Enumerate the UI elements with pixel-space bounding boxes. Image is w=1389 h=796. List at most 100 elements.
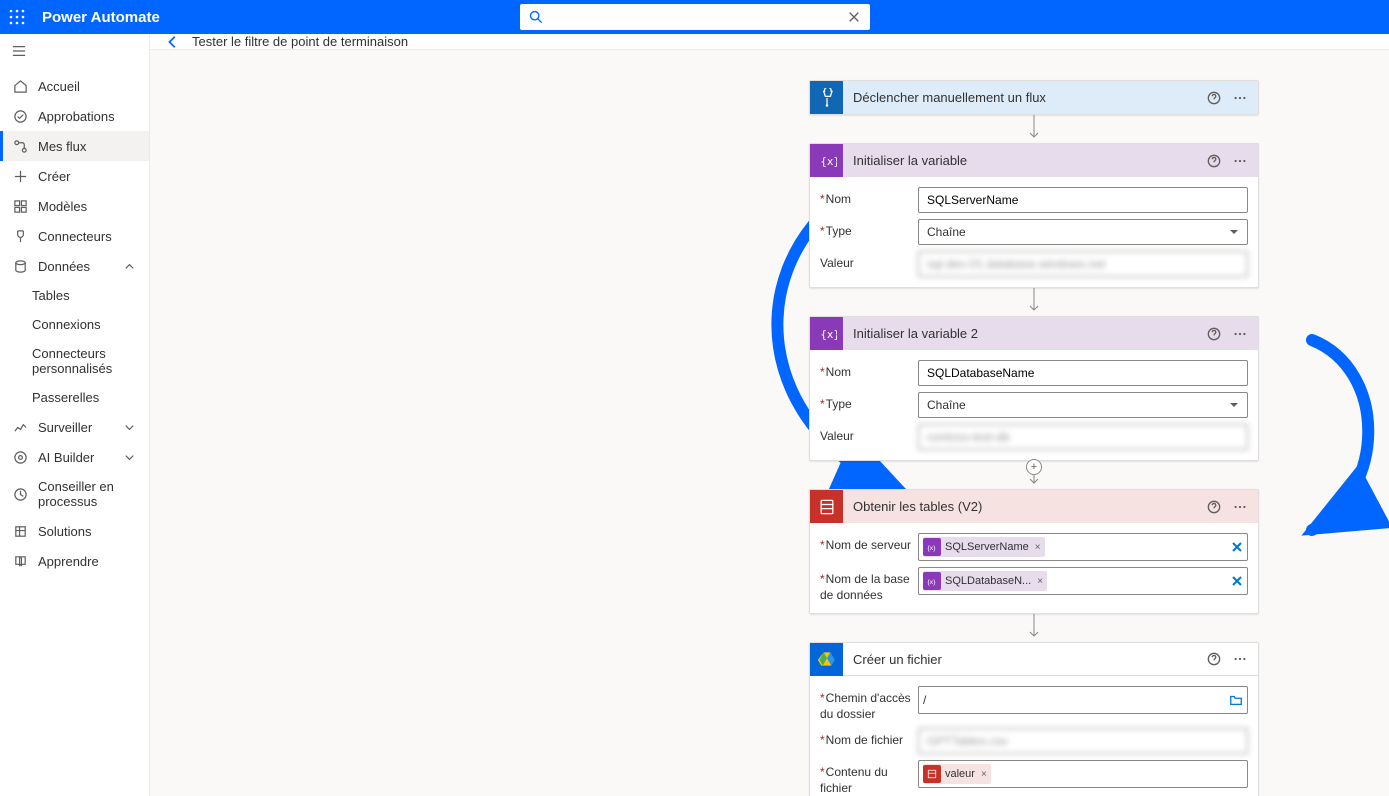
variable-icon: {x} <box>810 317 843 350</box>
sidebar-item-myflows[interactable]: Mes flux <box>0 131 149 161</box>
sidebar-item-label: Accueil <box>38 79 80 94</box>
card-title: Initialiser la variable 2 <box>853 326 1194 341</box>
sidebar-item-tables[interactable]: Tables <box>0 281 149 310</box>
drive-icon <box>810 643 843 676</box>
help-icon[interactable] <box>1204 88 1224 108</box>
sidebar-item-monitor[interactable]: Surveiller <box>0 412 149 442</box>
field-label-type: *Type <box>820 392 918 413</box>
sidebar-item-home[interactable]: Accueil <box>0 71 149 101</box>
variable-token[interactable]: {x} SQLDatabaseN... × <box>923 571 1047 591</box>
card-init-variable-1[interactable]: {x} Initialiser la variable *Nom <box>809 143 1259 288</box>
solutions-icon <box>12 523 28 539</box>
sidebar-item-process[interactable]: Conseiller en processus <box>0 472 149 516</box>
sidebar-item-connections[interactable]: Connexions <box>0 310 149 339</box>
sidebar-item-learn[interactable]: Apprendre <box>0 546 149 576</box>
sidebar-item-connectors[interactable]: Connecteurs <box>0 221 149 251</box>
card-header[interactable]: Déclencher manuellement un flux <box>810 81 1258 114</box>
sidebar-item-label: Connexions <box>32 317 101 332</box>
connector-arrow <box>1028 288 1040 316</box>
more-icon[interactable] <box>1230 649 1250 669</box>
svg-text:{x}: {x} <box>928 579 937 586</box>
token-label: valeur <box>945 768 975 780</box>
filename-input[interactable] <box>918 728 1248 754</box>
server-input[interactable]: {x} SQLServerName × <box>918 533 1248 561</box>
card-init-variable-2[interactable]: {x} Initialiser la variable 2 *Nom <box>809 316 1259 461</box>
sidebar-item-custom-connectors[interactable]: Connecteurs personnalisés <box>0 339 149 383</box>
type-select[interactable]: Chaîne <box>918 392 1248 418</box>
token-remove-icon[interactable]: × <box>1035 542 1041 553</box>
type-select[interactable]: Chaîne <box>918 219 1248 245</box>
card-body: *Nom *Type Chaîne <box>810 350 1258 460</box>
help-icon[interactable] <box>1204 151 1224 171</box>
search-icon <box>529 10 543 24</box>
help-icon[interactable] <box>1204 497 1224 517</box>
sidebar-item-data[interactable]: Données <box>0 251 149 281</box>
card-get-tables[interactable]: Obtenir les tables (V2) *Nom de serveur … <box>809 489 1259 614</box>
help-icon[interactable] <box>1204 324 1224 344</box>
select-value: Chaîne <box>927 225 966 239</box>
more-icon[interactable] <box>1230 151 1250 171</box>
sidebar-item-gateways[interactable]: Passerelles <box>0 383 149 412</box>
folder-picker-icon[interactable] <box>1229 693 1243 707</box>
hamburger-icon[interactable] <box>0 34 149 71</box>
add-step-button[interactable]: + <box>1026 459 1042 475</box>
value-input[interactable] <box>918 251 1248 277</box>
learn-icon <box>12 553 28 569</box>
content-input[interactable]: valeur × <box>918 760 1248 788</box>
token-remove-icon[interactable]: × <box>1037 576 1043 587</box>
sidebar-item-label: Modèles <box>38 199 87 214</box>
card-header[interactable]: Créer un fichier <box>810 643 1258 676</box>
card-header[interactable]: Obtenir les tables (V2) <box>810 490 1258 523</box>
database-input[interactable]: {x} SQLDatabaseN... × <box>918 567 1248 595</box>
field-label-server: *Nom de serveur <box>820 533 918 554</box>
card-title: Obtenir les tables (V2) <box>853 499 1194 514</box>
back-icon[interactable] <box>166 35 180 49</box>
more-icon[interactable] <box>1230 88 1250 108</box>
annotation-arrow-right <box>1297 330 1387 553</box>
clear-icon[interactable] <box>847 10 861 24</box>
app-launcher-icon[interactable] <box>0 0 34 34</box>
token-remove-icon[interactable]: × <box>981 769 987 780</box>
chevron-down-icon <box>1229 227 1239 237</box>
card-trigger[interactable]: Déclencher manuellement un flux <box>809 80 1259 115</box>
sidebar-item-solutions[interactable]: Solutions <box>0 516 149 546</box>
search-box[interactable] <box>520 4 870 30</box>
clear-icon[interactable] <box>1231 575 1243 587</box>
data-icon <box>12 258 28 274</box>
sidebar-item-templates[interactable]: Modèles <box>0 191 149 221</box>
value-input[interactable] <box>918 424 1248 450</box>
home-icon <box>12 78 28 94</box>
variable-token-icon: {x} <box>923 538 941 556</box>
search-container <box>520 4 870 30</box>
name-input[interactable] <box>918 360 1248 386</box>
more-icon[interactable] <box>1230 497 1250 517</box>
clear-icon[interactable] <box>1231 541 1243 553</box>
topbar: Power Automate <box>0 0 1389 34</box>
field-label-database: *Nom de la base de données <box>820 567 918 603</box>
search-input[interactable] <box>551 10 839 25</box>
variable-token-icon: {x} <box>923 572 941 590</box>
token-label: SQLServerName <box>945 541 1029 553</box>
sidebar-item-approvals[interactable]: Approbations <box>0 101 149 131</box>
more-icon[interactable] <box>1230 324 1250 344</box>
sidebar-item-create[interactable]: Créer <box>0 161 149 191</box>
sidebar-item-aibuilder[interactable]: AI Builder <box>0 442 149 472</box>
card-header[interactable]: {x} Initialiser la variable 2 <box>810 317 1258 350</box>
sidebar-item-label: Données <box>38 259 90 274</box>
card-title: Créer un fichier <box>853 652 1194 667</box>
value-token[interactable]: valeur × <box>923 764 991 784</box>
monitor-icon <box>12 419 28 435</box>
folder-path-input[interactable]: / <box>918 686 1248 714</box>
sidebar-item-label: Approbations <box>38 109 115 124</box>
variable-token[interactable]: {x} SQLServerName × <box>923 537 1045 557</box>
card-create-file[interactable]: Créer un fichier *Chemin d'accès du doss… <box>809 642 1259 796</box>
card-body: *Nom de serveur {x} SQLServerName × <box>810 523 1258 613</box>
help-icon[interactable] <box>1204 649 1224 669</box>
card-header[interactable]: {x} Initialiser la variable <box>810 144 1258 177</box>
card-body: *Chemin d'accès du dossier / *Nom de fic… <box>810 676 1258 796</box>
field-label-type: *Type <box>820 219 918 240</box>
page-title: Tester le filtre de point de terminaison <box>192 34 408 49</box>
name-input[interactable] <box>918 187 1248 213</box>
field-label-path: *Chemin d'accès du dossier <box>820 686 918 722</box>
svg-text:{x}: {x} <box>928 545 937 552</box>
